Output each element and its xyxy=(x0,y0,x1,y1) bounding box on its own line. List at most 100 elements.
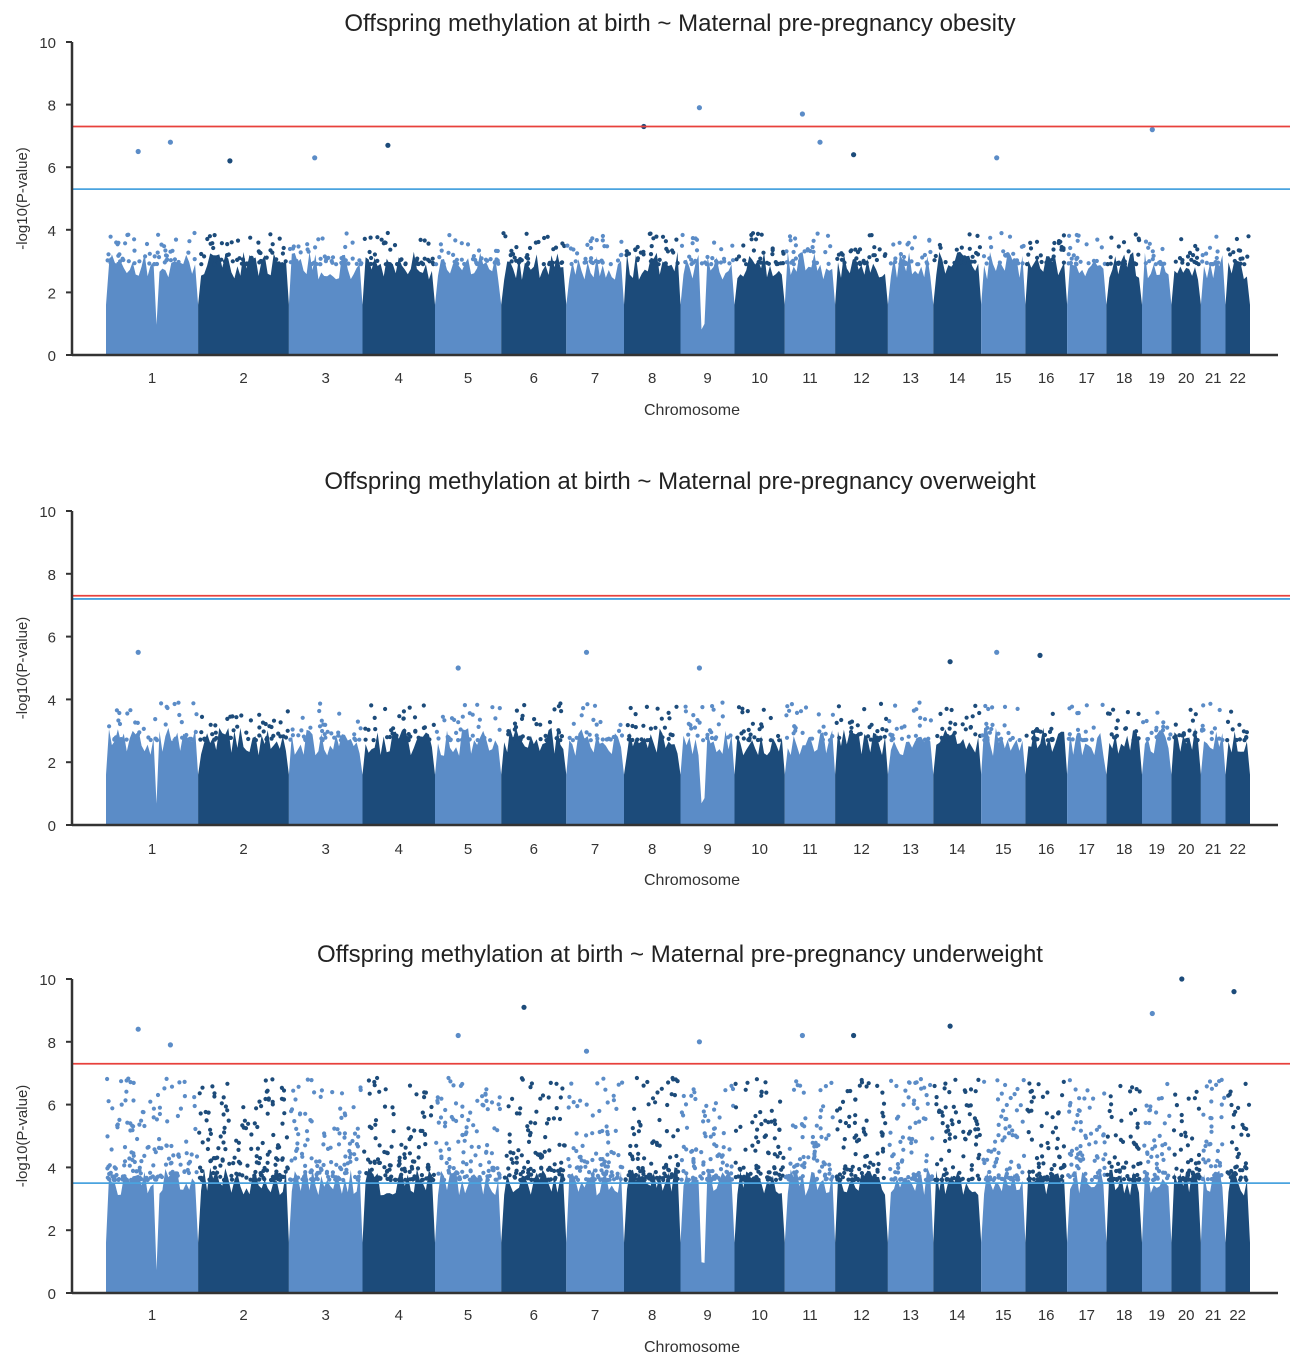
cpg-point xyxy=(747,736,752,741)
cpg-point xyxy=(287,246,293,252)
cpg-point xyxy=(922,252,928,258)
cpg-point xyxy=(729,1164,734,1169)
cpg-point xyxy=(1095,1174,1100,1179)
cpg-point xyxy=(811,238,816,243)
cpg-point xyxy=(660,735,665,740)
x-axis-label: Chromosome xyxy=(644,402,740,419)
cpg-point xyxy=(1094,258,1099,264)
cpg-point xyxy=(426,1175,431,1181)
cpg-point xyxy=(738,1167,743,1172)
x-tick-label: 3 xyxy=(322,841,330,858)
cpg-point xyxy=(1136,252,1141,257)
cpg-point xyxy=(571,1146,576,1151)
cpg-point xyxy=(763,1133,769,1138)
chromosome-block-3 xyxy=(288,1168,363,1293)
cpg-point xyxy=(373,1136,378,1141)
cpg-point xyxy=(949,1118,954,1123)
cpg-point xyxy=(1035,255,1040,260)
cpg-point xyxy=(1071,1126,1076,1131)
cpg-point xyxy=(377,1143,382,1148)
x-tick-label: 5 xyxy=(464,841,472,858)
cpg-point xyxy=(271,1132,276,1138)
cpg-point xyxy=(1143,261,1148,266)
cpg-point xyxy=(226,252,231,257)
cpg-point xyxy=(875,1167,880,1172)
cpg-point xyxy=(346,261,351,266)
cpg-point xyxy=(626,1173,631,1178)
cpg-point xyxy=(893,256,898,261)
top-hit-point xyxy=(1149,127,1155,133)
cpg-point xyxy=(366,727,371,732)
cpg-point xyxy=(764,1090,769,1095)
cpg-point xyxy=(1230,727,1235,732)
cpg-point xyxy=(382,1104,388,1109)
cpg-point xyxy=(372,252,377,257)
cpg-point xyxy=(1031,1095,1036,1100)
cpg-point xyxy=(1134,1087,1139,1092)
cpg-point xyxy=(334,262,339,267)
cpg-point xyxy=(557,1142,562,1147)
cpg-point xyxy=(1050,257,1055,262)
cpg-point xyxy=(447,233,452,238)
cpg-point xyxy=(436,1171,441,1176)
cpg-point xyxy=(600,260,605,265)
cpg-point xyxy=(355,1126,360,1131)
cpg-point xyxy=(279,1096,284,1101)
cpg-point xyxy=(1134,729,1139,734)
cpg-point xyxy=(184,737,189,742)
cpg-point xyxy=(934,1095,939,1100)
cpg-point xyxy=(197,1130,202,1135)
cpg-point xyxy=(446,250,451,255)
cpg-point xyxy=(753,1148,758,1153)
cpg-point xyxy=(600,1157,605,1162)
cpg-point xyxy=(1231,250,1236,255)
cpg-point xyxy=(1245,254,1250,259)
cpg-point xyxy=(392,243,398,248)
cpg-point xyxy=(363,737,368,742)
x-tick-label: 19 xyxy=(1148,1307,1165,1324)
cpg-point xyxy=(1053,1125,1059,1130)
cpg-point xyxy=(538,1096,543,1101)
cpg-point xyxy=(1156,1096,1161,1101)
cpg-point xyxy=(511,1151,516,1156)
cpg-point xyxy=(182,1169,187,1174)
cpg-point xyxy=(1173,1092,1178,1097)
cpg-point xyxy=(947,1148,952,1153)
cpg-point xyxy=(260,720,266,725)
cpg-point xyxy=(446,1170,452,1175)
cpg-point xyxy=(245,1163,250,1168)
cpg-point xyxy=(124,1078,129,1083)
cpg-point xyxy=(988,1175,993,1180)
cpg-point xyxy=(733,1175,738,1180)
cpg-point xyxy=(628,705,633,711)
cpg-point xyxy=(911,1175,916,1180)
chromosome-block-20 xyxy=(1171,1171,1201,1293)
cpg-point xyxy=(420,1128,425,1134)
cpg-point xyxy=(840,1175,846,1180)
cpg-point xyxy=(543,1135,548,1140)
cpg-point xyxy=(268,232,273,237)
cpg-point xyxy=(754,1077,760,1082)
cpg-point xyxy=(648,726,654,731)
cpg-point xyxy=(985,1157,990,1162)
cpg-point xyxy=(742,258,747,263)
cpg-point xyxy=(194,1154,200,1159)
cpg-point xyxy=(1021,1078,1026,1083)
cpg-point xyxy=(675,1128,680,1133)
cpg-point xyxy=(681,1169,686,1174)
cpg-point xyxy=(750,1120,755,1125)
cpg-point xyxy=(105,1134,110,1139)
cpg-point xyxy=(362,1149,367,1154)
cpg-point xyxy=(289,1158,294,1163)
cpg-point xyxy=(661,1176,666,1181)
cpg-point xyxy=(756,259,761,265)
cpg-point xyxy=(633,247,638,252)
cpg-point xyxy=(718,1177,723,1183)
cpg-point xyxy=(460,1132,465,1138)
cpg-point xyxy=(888,1167,893,1172)
cpg-point xyxy=(461,1150,466,1155)
cpg-point xyxy=(449,716,455,721)
cpg-point xyxy=(625,723,630,728)
cpg-point xyxy=(1003,253,1008,258)
cpg-point xyxy=(488,738,493,743)
